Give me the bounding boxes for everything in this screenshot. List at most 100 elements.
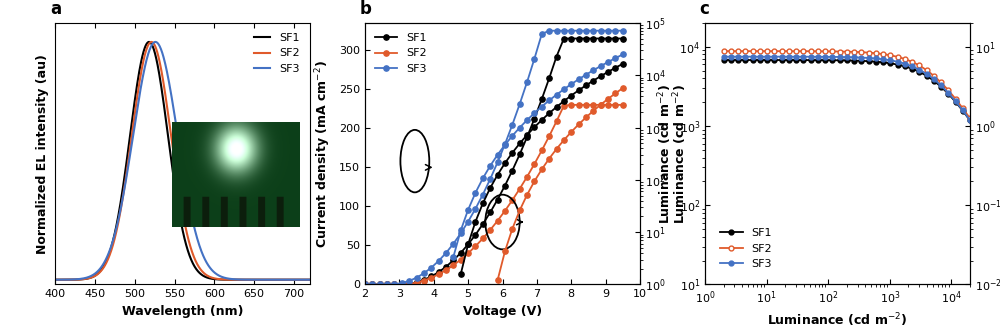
SF2 xyxy=(396,283,408,286)
SF3 xyxy=(863,56,875,60)
SF1 xyxy=(826,58,838,62)
SF2 xyxy=(565,103,577,107)
SF1 xyxy=(870,60,882,64)
SF2 xyxy=(761,49,773,53)
SF1 xyxy=(492,198,504,201)
SF2 xyxy=(855,50,867,54)
SF1 xyxy=(718,58,730,62)
SF1 xyxy=(928,79,940,83)
SF3 xyxy=(440,251,452,255)
SF3 xyxy=(565,29,577,33)
SF1 xyxy=(403,282,415,286)
SF1 xyxy=(884,61,896,65)
Y-axis label: Luminance (cd m$^{-2}$): Luminance (cd m$^{-2}$) xyxy=(671,84,689,224)
Line: SF1: SF1 xyxy=(721,58,972,123)
SF1 xyxy=(797,58,809,62)
SF2 xyxy=(440,268,452,272)
SF1 xyxy=(558,37,570,41)
SF2 xyxy=(49,278,61,282)
SF3 xyxy=(587,29,599,33)
SF1 xyxy=(942,92,954,96)
SF1 xyxy=(783,58,795,62)
SF2 xyxy=(521,175,533,179)
SF3 xyxy=(805,55,817,59)
SF2 xyxy=(942,88,954,92)
SF2 xyxy=(241,278,253,282)
SF2 xyxy=(790,49,802,53)
SF3 xyxy=(964,118,976,122)
SF3 xyxy=(573,29,585,33)
SF2 xyxy=(870,51,882,55)
SF3 xyxy=(790,55,802,59)
SF2 xyxy=(381,283,393,286)
SF3 xyxy=(455,231,467,235)
SF3 xyxy=(551,29,563,33)
SF2 xyxy=(950,97,962,101)
SF1 xyxy=(396,283,408,286)
SF1 xyxy=(580,37,592,41)
SF2 xyxy=(935,80,947,84)
SF2 xyxy=(826,49,838,53)
SF2 xyxy=(863,51,875,55)
SF1 xyxy=(609,37,621,41)
SF2 xyxy=(200,273,212,277)
SF2 xyxy=(783,49,795,53)
SF1 xyxy=(565,37,577,41)
SF2 xyxy=(899,57,911,61)
Line: SF3: SF3 xyxy=(362,28,625,287)
Line: SF2: SF2 xyxy=(721,49,972,121)
SF2 xyxy=(768,49,780,53)
SF3 xyxy=(848,55,860,59)
SF1 xyxy=(366,283,378,286)
SF2 xyxy=(499,209,511,213)
SF3 xyxy=(913,68,925,72)
SF2 xyxy=(892,55,904,59)
SF2 xyxy=(754,49,766,53)
SF1 xyxy=(732,58,744,62)
SF2 xyxy=(797,49,809,53)
SF1 xyxy=(220,278,232,282)
SF3 xyxy=(783,55,795,59)
SF1 xyxy=(855,59,867,63)
SF3 xyxy=(877,57,889,61)
SF2 xyxy=(506,198,518,202)
SF1 xyxy=(573,37,585,41)
SF1 xyxy=(528,117,540,121)
SF3 xyxy=(388,282,400,286)
SF1 xyxy=(819,58,831,62)
SF3 xyxy=(942,91,954,95)
SF2 xyxy=(718,49,730,53)
SF2 xyxy=(433,272,445,276)
SF1 xyxy=(49,278,61,282)
SF2 xyxy=(913,63,925,67)
SF3 xyxy=(834,55,846,59)
SF2 xyxy=(841,50,853,54)
SF3 xyxy=(433,259,445,263)
SF3 xyxy=(418,271,430,275)
SF2 xyxy=(94,270,106,274)
Y-axis label: Normalized EL intensity (au): Normalized EL intensity (au) xyxy=(36,54,49,254)
SF2 xyxy=(906,60,918,64)
SF1 xyxy=(381,283,393,286)
SF3 xyxy=(506,123,518,127)
SF1 xyxy=(425,274,437,278)
SF2 xyxy=(536,148,548,152)
SF1 xyxy=(761,58,773,62)
SF3 xyxy=(558,29,570,33)
SF3 xyxy=(776,55,788,59)
SF1 xyxy=(776,58,788,62)
SF3 xyxy=(149,40,161,44)
SF3 xyxy=(826,55,838,59)
SF3 xyxy=(595,29,607,33)
SF3 xyxy=(484,177,496,181)
SF3 xyxy=(609,29,621,33)
SF3 xyxy=(94,267,106,270)
SF3 xyxy=(528,57,540,60)
SF1 xyxy=(94,269,106,273)
SF1 xyxy=(506,169,518,173)
SF3 xyxy=(499,142,511,146)
SF3 xyxy=(359,283,371,286)
SF3 xyxy=(425,266,437,269)
SF2 xyxy=(447,263,459,267)
SF3 xyxy=(870,57,882,60)
